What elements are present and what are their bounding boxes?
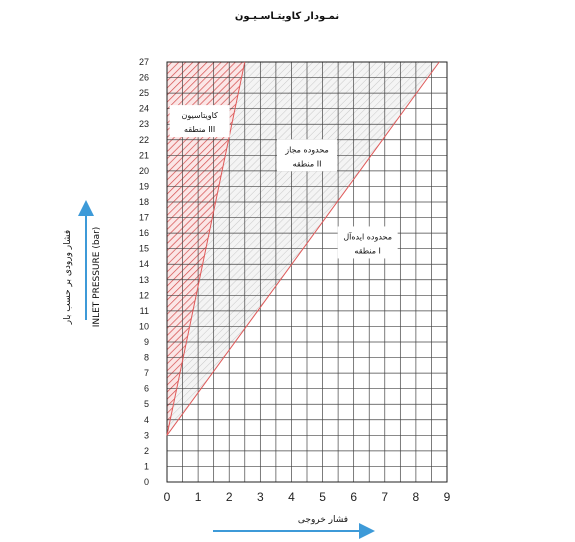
y-tick-label: 16 xyxy=(139,228,149,238)
zone-label-bg xyxy=(277,139,337,172)
y-tick-label: 0 xyxy=(144,477,149,487)
chart-title: نمـودار کاویتـاسـیـون xyxy=(235,11,339,22)
boundary-line-acceptable-boundary xyxy=(166,61,440,436)
y-tick-label: 3 xyxy=(144,430,149,440)
y-tick-label: 11 xyxy=(140,306,149,316)
y-axis-label-en: INLET PRESSURE (bar) xyxy=(92,227,102,328)
y-tick-label: 10 xyxy=(139,321,149,331)
y-tick-label: 27 xyxy=(139,57,149,67)
y-tick-label: 14 xyxy=(139,259,149,269)
tick-labels: 0123456789101112131415161718192021222324… xyxy=(139,57,451,504)
boundary-line-cavitation-boundary xyxy=(166,61,246,436)
y-tick-label: 8 xyxy=(144,353,149,363)
y-tick-label: 23 xyxy=(139,119,149,129)
y-tick-label: 4 xyxy=(144,415,149,425)
plot-frame xyxy=(166,61,448,483)
zone-label-title: محدوده ایده‌آل xyxy=(343,231,392,241)
y-tick-label: 6 xyxy=(144,384,149,394)
y-tick-label: 20 xyxy=(139,166,149,176)
zone-label-number: منطقه III xyxy=(184,125,215,134)
y-tick-label: 12 xyxy=(139,290,149,300)
x-tick-label: 8 xyxy=(413,490,420,504)
zone-label-number: منطقه I xyxy=(354,246,381,255)
zone-label-title: کاویتاسیون xyxy=(182,111,219,120)
x-tick-label: 1 xyxy=(195,490,202,504)
y-tick-label: 1 xyxy=(144,461,149,471)
y-tick-label: 26 xyxy=(139,73,149,83)
y-tick-label: 17 xyxy=(139,213,149,223)
zone-labels: کاویتاسیون منطقه III محدوده مجاز منطقه II مح… xyxy=(169,105,398,259)
x-tick-label: 9 xyxy=(444,490,451,504)
x-tick-label: 5 xyxy=(319,490,326,504)
x-tick-label: 6 xyxy=(350,490,357,504)
x-tick-label: 7 xyxy=(381,490,388,504)
y-tick-label: 7 xyxy=(144,368,149,378)
x-tick-label: 2 xyxy=(226,490,233,504)
y-tick-label: 2 xyxy=(144,446,149,456)
zone-label-number: منطقه II xyxy=(293,159,322,168)
zone-label-bg xyxy=(169,105,230,138)
x-axis-label: فشار خروجی xyxy=(298,515,348,525)
grid-layer xyxy=(166,61,448,483)
y-axis-label-fa: فشار ورودی بر حسب بار xyxy=(63,230,73,325)
x-tick-label: 3 xyxy=(257,490,264,504)
y-tick-label: 19 xyxy=(139,181,149,191)
x-tick-label: 0 xyxy=(164,490,171,504)
y-tick-label: 9 xyxy=(144,337,149,347)
y-tick-label: 22 xyxy=(139,135,149,145)
zone-label-bg xyxy=(337,226,398,259)
zone-label-title: محدوده مجاز xyxy=(284,145,329,154)
x-tick-label: 4 xyxy=(288,490,295,504)
y-tick-label: 13 xyxy=(139,275,149,285)
boundary-lines xyxy=(166,61,440,436)
y-tick-label: 25 xyxy=(139,88,149,98)
y-tick-label: 24 xyxy=(139,104,149,114)
y-tick-label: 21 xyxy=(139,150,149,160)
y-tick-label: 18 xyxy=(139,197,149,207)
y-tick-label: 15 xyxy=(139,244,149,254)
y-tick-label: 5 xyxy=(144,399,149,409)
